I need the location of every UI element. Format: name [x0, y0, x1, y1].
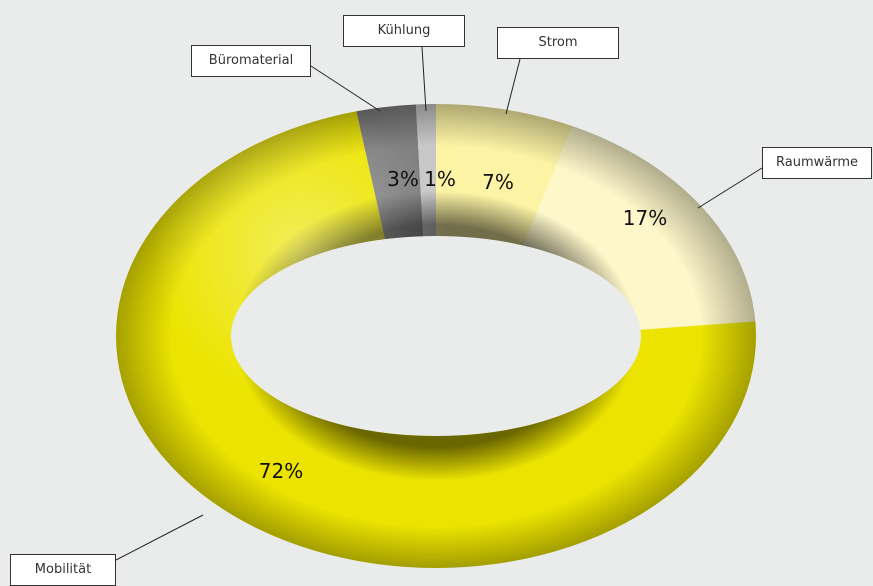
- leader-line-bueromaterial: [310, 65, 381, 112]
- value-label-mobilitaet: 72%: [258, 459, 304, 483]
- value-label-strom: 7%: [482, 170, 514, 194]
- callout-bueromaterial: Büromaterial: [191, 45, 311, 77]
- value-label-kuehlung: 1%: [424, 167, 456, 191]
- callout-strom: Strom: [497, 27, 619, 59]
- leader-line-strom: [505, 58, 521, 115]
- leader-line-kuehlung: [421, 46, 427, 112]
- leader-line-mobilitaet: [115, 514, 204, 561]
- leader-lines: [115, 46, 763, 561]
- shade-layer: [116, 104, 756, 568]
- value-label-bueromaterial: 3%: [387, 167, 419, 191]
- callout-mobilitaet: Mobilität: [10, 554, 116, 586]
- value-label-raumwaerme: 17%: [622, 206, 668, 230]
- callout-kuehlung: Kühlung: [343, 15, 465, 47]
- leader-line-raumwaerme: [697, 167, 763, 209]
- callout-raumwaerme: Raumwärme: [762, 147, 872, 179]
- gloss-highlight: [116, 104, 756, 568]
